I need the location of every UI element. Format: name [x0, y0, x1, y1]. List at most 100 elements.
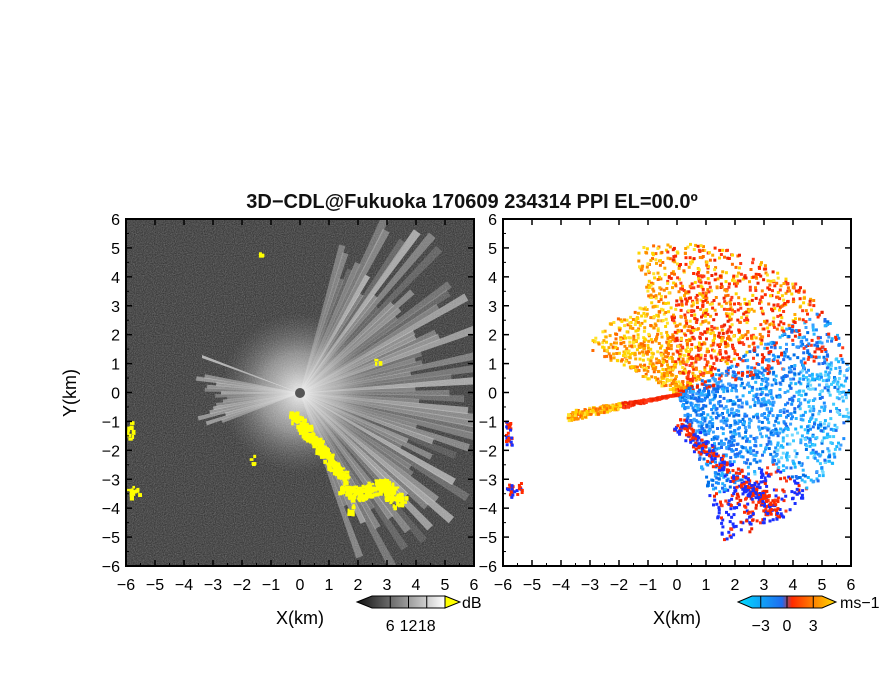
- velocity-cell: [691, 390, 695, 394]
- velocity-cell: [755, 460, 759, 464]
- velocity-cell: [769, 501, 773, 505]
- velocity-cell: [748, 373, 752, 377]
- velocity-cell: [705, 337, 708, 341]
- velocity-cell: [664, 394, 668, 398]
- velocity-cell: [634, 329, 638, 333]
- velocity-cell: [641, 264, 645, 268]
- velocity-cell: [705, 263, 709, 267]
- velocity-cell: [755, 387, 759, 391]
- velocity-cell: [738, 320, 742, 324]
- velocity-cell: [719, 379, 723, 383]
- velocity-cell: [734, 265, 738, 269]
- velocity-cell: [615, 403, 619, 407]
- velocity-cell: [737, 371, 740, 375]
- velocity-cell: [785, 415, 788, 419]
- velocity-cell: [811, 325, 815, 329]
- velocity-cell: [777, 421, 781, 425]
- velocity-cell: [773, 508, 777, 512]
- velocity-cell: [690, 361, 694, 365]
- velocity-cell: [735, 413, 738, 417]
- velocity-cell: [588, 406, 592, 410]
- velocity-cell: [659, 332, 663, 335]
- velocity-cell: [703, 357, 707, 361]
- velocity-cell: [842, 374, 846, 378]
- velocity-cell: [776, 441, 780, 445]
- velocity-cell: [710, 459, 714, 463]
- velocity-cell: [806, 400, 810, 404]
- x-tick-label: 3: [383, 577, 392, 594]
- y-axis-label: Y(km): [60, 369, 80, 417]
- velocity-cell: [696, 284, 700, 288]
- velocity-cell: [759, 393, 763, 396]
- velocity-cell: [816, 459, 820, 463]
- velocity-cell: [772, 358, 776, 361]
- velocity-cell: [674, 380, 678, 384]
- velocity-cell: [752, 335, 756, 339]
- velocity-cell: [692, 286, 696, 290]
- velocity-cell: [679, 348, 683, 352]
- velocity-cell: [763, 496, 767, 500]
- velocity-cell: [791, 343, 795, 346]
- velocity-cell: [702, 245, 705, 249]
- velocity-cell: [726, 371, 730, 375]
- velocity-cell: [717, 368, 721, 372]
- velocity-cell: [771, 462, 775, 466]
- velocity-cell: [697, 275, 701, 278]
- velocity-cell: [774, 488, 778, 492]
- snr-clutter-cell: [302, 418, 307, 423]
- velocity-cell: [794, 475, 798, 478]
- y-tick-label: −2: [102, 443, 120, 460]
- velocity-cell: [733, 281, 737, 285]
- snr-clutter-cell: [352, 504, 355, 509]
- y-tick-label: −6: [102, 559, 120, 576]
- velocity-cell: [747, 510, 751, 514]
- velocity-cell: [713, 436, 716, 440]
- snr-clutter-cell: [129, 425, 134, 431]
- velocity-cell: [628, 356, 632, 360]
- velocity-cell: [672, 316, 676, 320]
- velocity-cell: [729, 330, 733, 334]
- velocity-cell: [754, 336, 758, 340]
- velocity-cell: [625, 347, 629, 351]
- snr-clutter-cell: [399, 498, 403, 502]
- velocity-cell: [712, 349, 716, 353]
- y-tick-label: −5: [102, 530, 120, 547]
- velocity-cell: [755, 492, 759, 496]
- velocity-cell: [697, 277, 701, 281]
- velocity-cell: [739, 483, 743, 487]
- velocity-cell: [752, 309, 756, 313]
- velocity-cell: [723, 419, 727, 423]
- velocity-cell: [677, 387, 681, 391]
- velocity-cell: [704, 311, 708, 315]
- velocity-cell: [717, 477, 721, 481]
- velocity-cell: [823, 405, 827, 409]
- velocity-cell: [734, 292, 738, 296]
- velocity-cell: [594, 336, 598, 340]
- velocity-cell: [773, 284, 777, 288]
- velocity-cell: [767, 474, 771, 478]
- velocity-cell: [708, 449, 712, 453]
- velocity-cell: [797, 488, 801, 492]
- x-tick-label: 1: [702, 577, 711, 594]
- velocity-cell: [835, 426, 839, 430]
- velocity-cell: [717, 380, 721, 384]
- velocity-cell: [761, 387, 765, 390]
- x-tick-label: 0: [296, 577, 305, 594]
- velocity-cell: [830, 382, 833, 386]
- velocity-cell: [706, 413, 710, 417]
- velocity-cell: [674, 360, 678, 364]
- velocity-cell: [732, 460, 736, 464]
- velocity-cell: [811, 328, 815, 332]
- velocity-cell: [763, 493, 767, 497]
- velocity-cell: [764, 446, 768, 450]
- velocity-cell: [817, 313, 821, 317]
- velocity-cell: [707, 481, 710, 485]
- velocity-cell: [701, 320, 705, 324]
- velocity-cell: [719, 419, 723, 423]
- velocity-cell: [811, 448, 815, 452]
- velocity-cell: [716, 387, 720, 391]
- velocity-cell: [646, 377, 650, 381]
- velocity-cell: [699, 307, 703, 311]
- snr-clutter-cell: [340, 475, 344, 479]
- velocity-cell: [713, 498, 717, 502]
